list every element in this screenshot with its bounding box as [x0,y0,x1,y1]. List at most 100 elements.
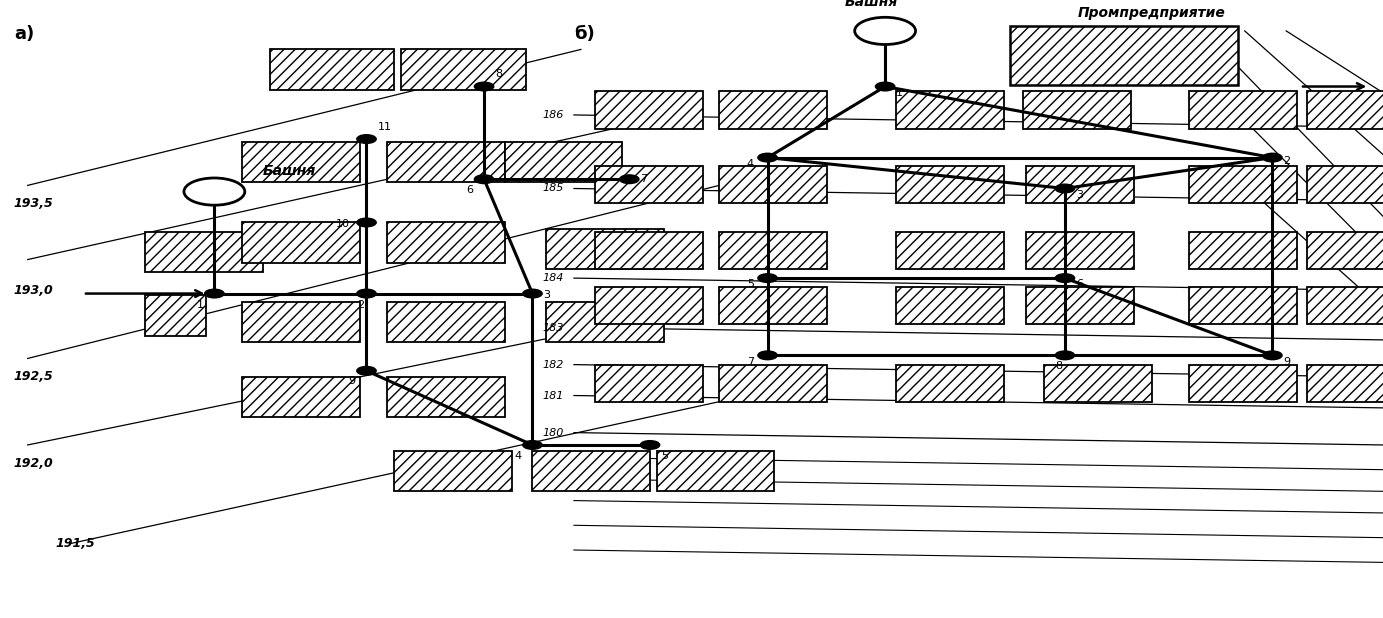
Text: 3: 3 [1076,190,1083,200]
Text: 180: 180 [544,428,564,438]
Text: 10: 10 [336,219,350,229]
Bar [719,166,827,203]
Bar [657,451,774,491]
Circle shape [758,153,777,162]
Text: 9: 9 [349,376,355,386]
Bar [145,232,263,272]
Text: Промпредприятие: Промпредприятие [1077,6,1225,20]
Text: а): а) [14,25,35,43]
Text: 2: 2 [1283,156,1290,166]
Bar [896,91,1004,129]
Bar [896,365,1004,402]
Bar [242,377,360,417]
Text: 2: 2 [357,300,364,310]
Circle shape [357,135,376,143]
Text: 193,5: 193,5 [14,197,54,211]
Circle shape [1055,351,1075,360]
Circle shape [523,441,542,449]
Bar [1307,91,1383,129]
Circle shape [205,289,224,298]
Text: 5: 5 [747,279,754,289]
Text: 191,5: 191,5 [55,537,95,551]
Circle shape [620,175,639,184]
Text: 3: 3 [544,290,550,300]
Bar [270,49,394,90]
Circle shape [357,289,376,298]
Text: Башня: Башня [845,0,898,9]
Text: 184: 184 [544,273,564,283]
Bar [1023,91,1131,129]
Circle shape [1263,351,1282,360]
Circle shape [474,82,494,91]
Circle shape [875,82,895,91]
Text: 4: 4 [514,451,521,461]
Bar [242,302,360,342]
Bar [394,451,512,491]
Text: 5: 5 [661,451,668,461]
Text: 192,0: 192,0 [14,457,54,470]
Circle shape [474,175,494,184]
Text: 193,0: 193,0 [14,284,54,297]
Bar [387,222,505,263]
Text: 6: 6 [1076,279,1083,289]
Bar [595,365,703,402]
Text: 4: 4 [747,159,754,169]
Text: 185: 185 [544,184,564,193]
Circle shape [855,17,916,44]
Bar [595,91,703,129]
Bar [896,232,1004,269]
Circle shape [758,351,777,360]
Bar [546,302,664,342]
Bar [1189,365,1297,402]
Text: 186: 186 [544,110,564,120]
Circle shape [1055,184,1075,193]
Bar [595,287,703,324]
Text: 1: 1 [896,88,903,98]
Bar [387,142,505,182]
Bar [1307,365,1383,402]
Text: Башня: Башня [263,164,317,178]
Bar [1189,287,1297,324]
Bar [532,451,650,491]
Text: 7: 7 [640,174,647,184]
Text: 6: 6 [466,185,473,195]
Circle shape [758,274,777,282]
Circle shape [1055,274,1075,282]
Bar [387,302,505,342]
Text: 11: 11 [378,122,391,132]
Circle shape [357,366,376,375]
Bar [1307,287,1383,324]
Circle shape [184,178,245,205]
Bar [719,365,827,402]
Bar [546,229,664,269]
Bar [1026,166,1134,203]
Circle shape [357,218,376,227]
Bar [896,287,1004,324]
Bar [1307,232,1383,269]
Bar [595,166,703,203]
Bar [387,377,505,417]
Bar [719,91,827,129]
Text: 7: 7 [747,357,754,366]
Bar [595,232,703,269]
Bar [719,232,827,269]
Bar [1307,166,1383,203]
Bar [1189,232,1297,269]
Text: 192,5: 192,5 [14,370,54,384]
Bar [505,142,622,182]
Text: 181: 181 [544,391,564,400]
Bar [145,295,206,336]
Bar [242,222,360,263]
Circle shape [523,289,542,298]
Bar [1189,166,1297,203]
Bar [1026,287,1134,324]
Text: б): б) [574,25,595,43]
Text: 182: 182 [544,360,564,370]
Text: 183: 183 [544,323,564,332]
Text: 1: 1 [196,300,203,310]
Bar [1044,365,1152,402]
Text: 9: 9 [1283,357,1290,366]
Bar [242,142,360,182]
Text: 8: 8 [495,69,502,79]
Circle shape [1263,153,1282,162]
